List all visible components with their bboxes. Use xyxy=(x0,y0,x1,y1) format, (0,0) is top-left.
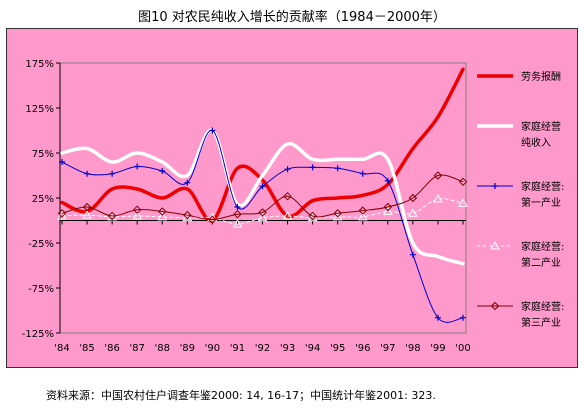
x-tick-label: '95 xyxy=(330,343,345,354)
series-5-point xyxy=(107,211,117,221)
series-5-point xyxy=(57,209,67,218)
legend-label-5: 第三产业 xyxy=(521,316,561,329)
x-tick-label: '90 xyxy=(205,343,220,354)
x-tick-label: '87 xyxy=(129,343,144,354)
series-5-point xyxy=(308,211,317,221)
x-tick-label: '94 xyxy=(305,343,320,354)
series-4-point xyxy=(257,212,268,222)
series-3-point xyxy=(234,204,241,210)
chart-panel: 175% 125% 75% 25% -25% -75% -125% '84 '85 '86 '87 '… xyxy=(6,28,578,368)
series-3-point xyxy=(209,127,216,134)
series-3-point xyxy=(409,251,416,258)
x-tick-label: '89 xyxy=(180,343,195,354)
series-3-point xyxy=(434,314,441,321)
series-5-point xyxy=(158,207,167,216)
legend-label-1: 劳务报酬 xyxy=(521,70,561,83)
series-3-point xyxy=(109,170,116,177)
series-4-point xyxy=(207,212,218,222)
x-tick-label: '86 xyxy=(104,343,119,354)
series-4-point xyxy=(332,211,343,221)
series-line-4 xyxy=(61,198,464,225)
legend-label-3: 第一产业 xyxy=(521,196,561,209)
series-5-point xyxy=(82,202,92,212)
y-tick-label: 75% xyxy=(32,149,54,160)
x-tick-label: '97 xyxy=(380,343,395,354)
series-4-point xyxy=(132,210,143,220)
series-3-point xyxy=(460,314,466,321)
x-tick-label: '98 xyxy=(405,343,420,354)
series-line-5 xyxy=(61,174,464,221)
x-tick-label: '00 xyxy=(455,343,470,354)
series-5-point xyxy=(433,171,443,180)
series-4-point xyxy=(282,210,293,220)
series-5-point xyxy=(233,209,242,219)
series-5-point xyxy=(283,191,292,201)
x-tick-label: '84 xyxy=(54,343,69,354)
legend-label-4: 家庭经营: xyxy=(521,240,564,253)
y-tick-label: -75% xyxy=(28,284,54,295)
figure-title: 图10 对农民纯收入增长的贡献率（1984－2000年） xyxy=(138,10,446,25)
series-4-point xyxy=(357,211,368,221)
legend-marker-4 xyxy=(490,240,500,250)
legend-label-5: 家庭经营: xyxy=(521,300,564,313)
series-5-point xyxy=(258,208,267,217)
series-4-point xyxy=(458,198,468,207)
x-tick-label: '88 xyxy=(155,343,170,354)
source-note: 资料来源：中国农村住户调查年鉴2000: 14, 16-17；中国统计年鉴200… xyxy=(46,389,436,402)
series-3-point xyxy=(309,164,316,171)
series-5-point xyxy=(333,209,342,218)
series-3-point xyxy=(184,179,191,186)
plot-area xyxy=(59,62,467,334)
series-5-point xyxy=(208,215,217,224)
series-5-point xyxy=(132,205,142,214)
series-5-point xyxy=(383,202,393,212)
series-3-point xyxy=(84,170,91,177)
legend-label-3: 家庭经营: xyxy=(521,180,564,193)
y-tick-label: -25% xyxy=(28,239,54,250)
legend-label-2: 纯收入 xyxy=(521,136,551,149)
y-tick-label: -125% xyxy=(22,329,54,340)
series-4-point xyxy=(408,208,418,217)
legend-label-2: 家庭经营 xyxy=(521,120,561,133)
x-tick-label: '92 xyxy=(255,343,270,354)
series-4-point xyxy=(382,206,393,215)
series-3-point xyxy=(359,170,366,177)
series-4-point xyxy=(433,193,443,203)
series-3-point xyxy=(159,168,166,174)
series-3-point xyxy=(134,163,141,170)
series-4-point xyxy=(82,210,92,219)
series-3-point xyxy=(59,159,65,165)
y-tick-label: 25% xyxy=(32,194,54,205)
legend-marker-3 xyxy=(492,183,498,189)
legend-label-4: 第二产业 xyxy=(521,256,561,269)
y-tick-label: 175% xyxy=(25,59,54,70)
series-line-2 xyxy=(60,128,465,266)
series-5-point xyxy=(408,193,418,203)
series-3-point xyxy=(259,183,266,190)
series-4-point xyxy=(232,219,243,228)
series-5-point xyxy=(183,210,192,220)
x-tick-label: '91 xyxy=(230,343,245,354)
series-3-point xyxy=(384,177,391,184)
x-tick-label: '85 xyxy=(79,343,94,354)
y-tick-label: 125% xyxy=(25,104,54,115)
series-5-point xyxy=(358,206,367,215)
x-tick-label: '99 xyxy=(430,343,445,354)
series-3-point xyxy=(334,165,341,172)
series-3-point xyxy=(284,166,291,173)
line-chart: 175% 125% 75% 25% -25% -75% -125%'84 '85 '86 '87 '… xyxy=(22,59,565,354)
x-tick-label: '96 xyxy=(355,343,370,354)
legend-marker-5 xyxy=(490,301,500,311)
x-tick-label: '93 xyxy=(280,343,295,354)
series-5-point xyxy=(458,177,468,187)
series-4-point xyxy=(157,211,168,221)
